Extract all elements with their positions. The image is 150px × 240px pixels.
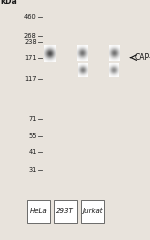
Text: CAP-D3: CAP-D3 [135, 53, 150, 62]
Bar [27, 200, 50, 223]
Text: 55: 55 [28, 132, 37, 138]
Text: 71: 71 [28, 116, 37, 122]
Text: 268: 268 [24, 32, 37, 38]
Text: 293T: 293T [56, 208, 74, 215]
Text: HeLa: HeLa [29, 208, 47, 215]
Text: 117: 117 [24, 76, 37, 82]
Text: kDa: kDa [1, 0, 18, 6]
Text: 41: 41 [28, 149, 37, 156]
Text: 171: 171 [24, 55, 37, 60]
Text: Jurkat: Jurkat [82, 208, 102, 215]
Bar [54, 200, 77, 223]
Text: 460: 460 [24, 14, 37, 20]
Text: 238: 238 [24, 39, 37, 45]
Text: 31: 31 [28, 167, 37, 173]
Bar [81, 200, 104, 223]
